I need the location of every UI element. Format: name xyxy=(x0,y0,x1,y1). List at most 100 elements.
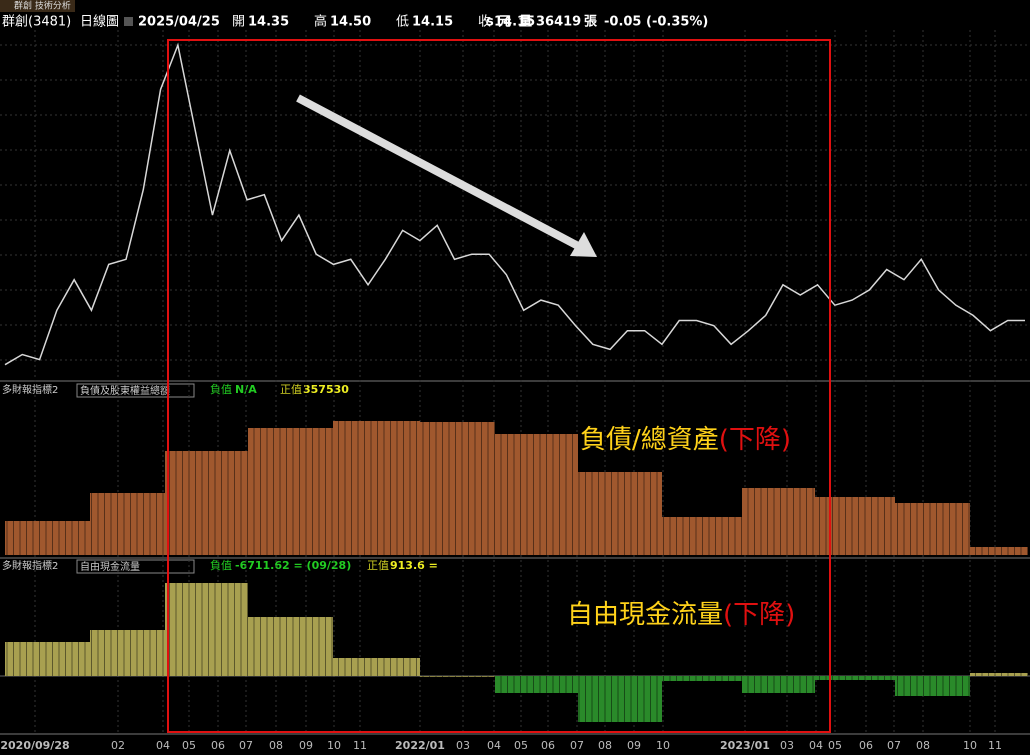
bar xyxy=(742,488,815,555)
highlight-box xyxy=(167,39,831,733)
bar xyxy=(578,676,662,722)
x-tick-label: 10 xyxy=(327,739,341,752)
x-tick-label: 08 xyxy=(269,739,283,752)
x-tick-label: 02 xyxy=(111,739,125,752)
neg-value: N/A xyxy=(235,383,257,396)
x-tick-label: 03 xyxy=(456,739,470,752)
x-tick-label: 05 xyxy=(182,739,196,752)
field-value: 14.15 xyxy=(494,15,535,30)
header-text: -0.05 (-0.35%) xyxy=(604,15,708,30)
bar xyxy=(5,642,90,676)
field-label: 低 xyxy=(396,15,409,30)
bar xyxy=(815,676,895,680)
neg-label: 負值 xyxy=(210,383,232,396)
x-tick-label: 09 xyxy=(627,739,641,752)
header: 群創(3481) 日線圖 2025/04/25 開 14.35 高 14.50 低 14.… xyxy=(2,14,708,30)
header-text: s 元 xyxy=(486,15,511,30)
dropdown[interactable] xyxy=(76,559,195,574)
annotation-trend: (下降) xyxy=(719,425,791,455)
x-tick-label: 2023/01 xyxy=(720,739,770,752)
bar xyxy=(970,673,1028,676)
annotation: 自由現金流量(下降) xyxy=(567,600,795,630)
bar xyxy=(165,583,248,676)
bar xyxy=(90,630,165,676)
x-tick-label: 11 xyxy=(988,739,1002,752)
tab-label: 群創 技術分析 xyxy=(14,0,71,12)
stock: 群創(3481) xyxy=(2,15,71,30)
field-value: 14.15 xyxy=(412,15,453,30)
price-line xyxy=(4,42,1025,366)
annotation-trend: (下降) xyxy=(723,600,795,630)
annotation: 負債/總資產(下降) xyxy=(580,425,791,455)
annotation-text: 自由現金流量 xyxy=(567,600,723,630)
panel-header: 多財報指標2 自由現金流量 負值 -6711.62 = (09/28) 正值 9… xyxy=(2,559,438,574)
pos-value: 913.6 = xyxy=(390,559,438,572)
x-tick-label: 11 xyxy=(353,739,367,752)
x-tick-label: 05 xyxy=(514,739,528,752)
x-tick-label: 03 xyxy=(780,739,794,752)
x-tick-label: 05 xyxy=(828,739,842,752)
field-label: 收 xyxy=(478,15,491,30)
neg-value: -6711.62 = (09/28) xyxy=(235,559,351,572)
field-label: 高 xyxy=(314,14,327,30)
pos-label: 正值 xyxy=(367,559,389,572)
plot: 2020/09/28 02 04 05 06 07 08 09 10 11 2022/01 03 04 0… xyxy=(0,30,1030,752)
header-text: 張 xyxy=(584,15,598,30)
field-value: 14.50 xyxy=(330,15,371,30)
x-tick-label: 09 xyxy=(299,739,313,752)
header-text: 36419 xyxy=(536,15,581,30)
field-value: 14.35 xyxy=(248,15,289,30)
bar xyxy=(895,676,970,696)
x-tick-label: 06 xyxy=(859,739,873,752)
x-tick-label: 10 xyxy=(656,739,670,752)
bar xyxy=(420,422,495,555)
x-tick-label: 06 xyxy=(541,739,555,752)
bar xyxy=(662,517,742,555)
x-tick-label: 08 xyxy=(598,739,612,752)
neg-label: 負值 xyxy=(210,559,232,572)
period: 日線圖 xyxy=(80,14,119,30)
icon[interactable] xyxy=(124,17,133,26)
x-tick-label: 2020/09/28 xyxy=(0,739,69,752)
indicator: 多財報指標2 xyxy=(2,383,58,396)
bar xyxy=(5,521,90,555)
field-label: 開 xyxy=(232,15,245,30)
bar xyxy=(662,676,742,681)
panel-header: 多財報指標2 負債及股東權益總額 負值 N/A 正值 357530 xyxy=(2,383,349,398)
bar xyxy=(90,493,165,555)
pos-value: 357530 xyxy=(303,383,349,396)
bar xyxy=(495,676,578,693)
tab[interactable] xyxy=(0,0,75,12)
bar xyxy=(333,658,420,676)
field: 負債及股東權益總額 xyxy=(80,384,170,397)
bar xyxy=(895,503,970,555)
x-tick-label: 07 xyxy=(887,739,901,752)
x-tick-label: 08 xyxy=(916,739,930,752)
bar xyxy=(333,421,420,555)
bar xyxy=(742,676,815,693)
x-tick-label: 04 xyxy=(487,739,501,752)
x-tick-label: 2022/01 xyxy=(395,739,445,752)
date: 2025/04/25 xyxy=(138,15,220,30)
field: 自由現金流量 xyxy=(80,560,140,573)
bar xyxy=(248,617,333,676)
dropdown[interactable] xyxy=(76,383,195,398)
x-tick-label: 04 xyxy=(809,739,823,752)
header-text: 量 xyxy=(519,15,532,30)
x-tick-label: 07 xyxy=(570,739,584,752)
x-tick-label: 04 xyxy=(156,739,170,752)
trend-arrow xyxy=(296,94,582,251)
arrow-head xyxy=(570,232,597,257)
bar xyxy=(578,472,662,555)
bar xyxy=(815,497,895,555)
x-tick-label: 06 xyxy=(211,739,225,752)
bar xyxy=(970,547,1028,555)
indicator: 多財報指標2 xyxy=(2,559,58,572)
bar xyxy=(495,434,578,555)
bar xyxy=(420,676,495,677)
bar xyxy=(165,451,248,555)
pos-label: 正值 xyxy=(280,383,302,396)
x-tick-label: 10 xyxy=(963,739,977,752)
x-tick-label: 07 xyxy=(239,739,253,752)
